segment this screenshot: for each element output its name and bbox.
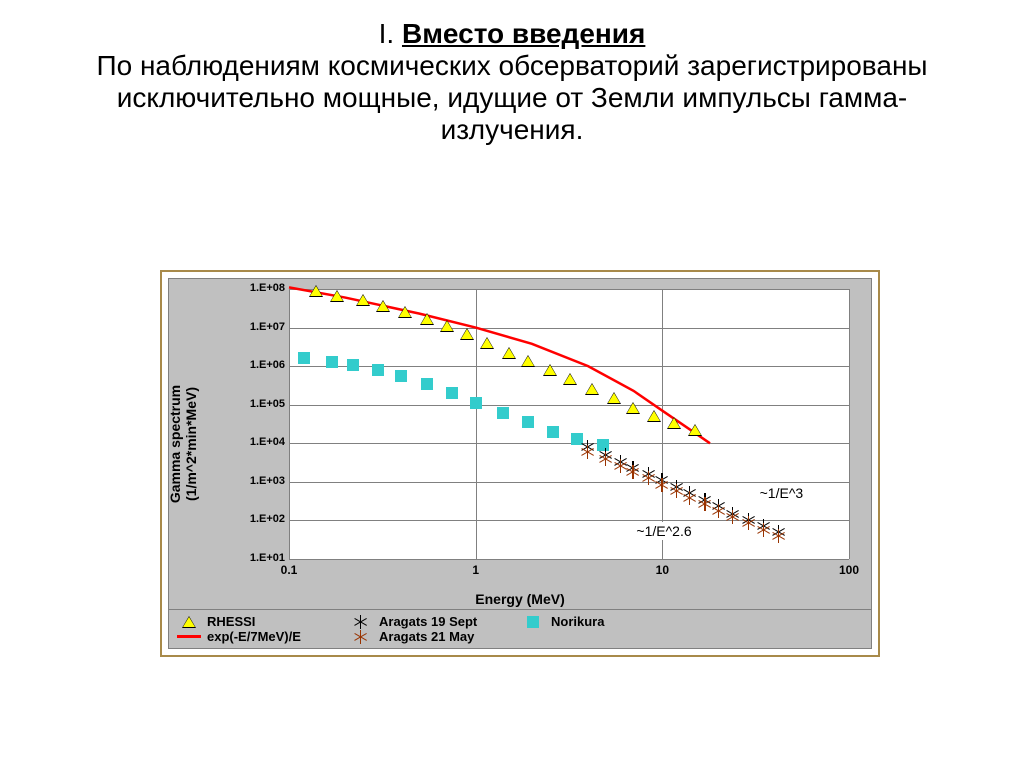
figure: Gamma spectrum (1/m^2*min*MeV) Energy (M… bbox=[160, 270, 880, 657]
legend: RHESSI Aragats 19 Sept Norikura exp(-E/7MeV… bbox=[168, 610, 872, 649]
marker-asterisk bbox=[656, 479, 668, 491]
marker-triangle bbox=[376, 300, 390, 312]
marker-triangle bbox=[521, 355, 535, 367]
legend-label: Aragats 21 May bbox=[379, 629, 474, 644]
marker-triangle bbox=[607, 392, 621, 404]
x-axis-label: Energy (MeV) bbox=[169, 591, 871, 607]
marker-asterisk bbox=[743, 517, 755, 529]
marker-square bbox=[347, 359, 359, 371]
marker-square bbox=[446, 387, 458, 399]
marker-triangle bbox=[440, 320, 454, 332]
marker-asterisk bbox=[713, 505, 725, 517]
marker-asterisk bbox=[684, 492, 696, 504]
marker-triangle bbox=[420, 313, 434, 325]
marker-square bbox=[326, 356, 338, 368]
marker-asterisk bbox=[773, 530, 785, 542]
marker-asterisk bbox=[758, 524, 770, 536]
marker-triangle bbox=[647, 410, 661, 422]
marker-triangle bbox=[543, 364, 557, 376]
title-body: По наблюдениям космических обсерваторий … bbox=[96, 50, 927, 145]
legend-label: RHESSI bbox=[207, 614, 255, 629]
legend-label: Aragats 19 Sept bbox=[379, 614, 477, 629]
legend-label: Norikura bbox=[551, 614, 604, 629]
legend-item-aragats19: Aragats 19 Sept bbox=[349, 614, 499, 629]
marker-asterisk bbox=[699, 498, 711, 510]
marker-triangle bbox=[667, 417, 681, 429]
marker-asterisk bbox=[671, 485, 683, 497]
marker-square bbox=[298, 352, 310, 364]
title-heading: Вместо введения bbox=[402, 18, 645, 49]
marker-square bbox=[522, 416, 534, 428]
chart-area: Gamma spectrum (1/m^2*min*MeV) Energy (M… bbox=[168, 278, 872, 610]
marker-triangle bbox=[688, 424, 702, 436]
legend-item-aragats21: Aragats 21 May bbox=[349, 629, 499, 644]
legend-item-expfit: exp(-E/7MeV)/E bbox=[177, 629, 327, 644]
annotation: ~1/E^2.6 bbox=[633, 522, 694, 540]
marker-square bbox=[547, 426, 559, 438]
marker-square bbox=[497, 407, 509, 419]
marker-asterisk bbox=[643, 472, 655, 484]
marker-triangle bbox=[398, 306, 412, 318]
title-prefix: I. bbox=[379, 18, 402, 49]
marker-asterisk bbox=[727, 511, 739, 523]
marker-square bbox=[421, 378, 433, 390]
marker-triangle bbox=[626, 402, 640, 414]
legend-label: exp(-E/7MeV)/E bbox=[207, 629, 301, 644]
marker-triangle bbox=[460, 328, 474, 340]
marker-square bbox=[395, 370, 407, 382]
title-block: I. Вместо введения По наблюдениям космич… bbox=[0, 0, 1024, 146]
legend-item-norikura: Norikura bbox=[521, 614, 671, 629]
annotation: ~1/E^3 bbox=[757, 484, 807, 502]
marker-triangle bbox=[330, 290, 344, 302]
marker-asterisk bbox=[582, 446, 594, 458]
legend-item-rhessi: RHESSI bbox=[177, 614, 327, 629]
marker-triangle bbox=[585, 383, 599, 395]
marker-asterisk bbox=[600, 453, 612, 465]
marker-triangle bbox=[480, 337, 494, 349]
marker-asterisk bbox=[615, 460, 627, 472]
marker-triangle bbox=[563, 373, 577, 385]
marker-square bbox=[470, 397, 482, 409]
marker-asterisk bbox=[627, 466, 639, 478]
marker-triangle bbox=[356, 294, 370, 306]
marker-triangle bbox=[502, 347, 516, 359]
figure-frame: Gamma spectrum (1/m^2*min*MeV) Energy (M… bbox=[160, 270, 880, 657]
marker-triangle bbox=[309, 285, 323, 297]
marker-square bbox=[372, 364, 384, 376]
